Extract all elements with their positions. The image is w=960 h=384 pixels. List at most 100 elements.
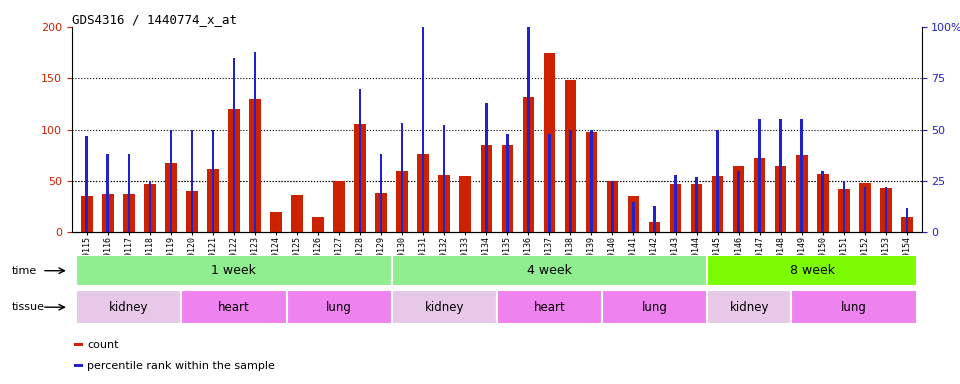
Bar bbox=[191, 129, 193, 232]
Bar bbox=[527, 27, 530, 232]
Bar bbox=[649, 222, 660, 232]
Bar bbox=[586, 132, 597, 232]
Bar bbox=[864, 187, 866, 232]
Text: 8 week: 8 week bbox=[790, 264, 835, 277]
Bar bbox=[76, 290, 181, 324]
Bar bbox=[253, 51, 256, 232]
Bar bbox=[691, 184, 703, 232]
Bar bbox=[207, 169, 219, 232]
Bar bbox=[75, 343, 84, 346]
Bar bbox=[392, 290, 496, 324]
Bar bbox=[607, 181, 618, 232]
Bar bbox=[128, 154, 130, 232]
Bar bbox=[732, 166, 744, 232]
Text: percentile rank within the sample: percentile rank within the sample bbox=[87, 361, 276, 371]
Bar bbox=[333, 181, 345, 232]
Bar bbox=[422, 27, 424, 232]
Bar bbox=[186, 191, 198, 232]
Bar bbox=[270, 212, 282, 232]
Bar bbox=[708, 290, 791, 324]
Text: heart: heart bbox=[218, 301, 250, 314]
Text: kidney: kidney bbox=[730, 301, 769, 314]
Bar bbox=[708, 255, 918, 286]
Bar bbox=[674, 175, 677, 232]
Bar bbox=[628, 196, 639, 232]
Bar bbox=[439, 175, 450, 232]
Bar bbox=[711, 176, 724, 232]
Bar bbox=[758, 119, 761, 232]
Bar bbox=[211, 129, 214, 232]
Bar bbox=[737, 170, 740, 232]
Bar bbox=[232, 58, 235, 232]
Bar bbox=[590, 129, 592, 232]
Text: time: time bbox=[12, 266, 36, 276]
Bar bbox=[548, 134, 551, 232]
Bar bbox=[569, 129, 571, 232]
Text: lung: lung bbox=[841, 301, 867, 314]
Bar bbox=[843, 181, 845, 232]
Bar bbox=[354, 124, 366, 232]
Bar bbox=[602, 290, 708, 324]
Bar bbox=[170, 129, 172, 232]
Text: tissue: tissue bbox=[12, 302, 44, 312]
Bar bbox=[670, 184, 682, 232]
Bar bbox=[481, 145, 492, 232]
Bar bbox=[149, 181, 151, 232]
Bar bbox=[312, 217, 324, 232]
Bar bbox=[791, 290, 918, 324]
Text: 4 week: 4 week bbox=[527, 264, 572, 277]
Bar bbox=[506, 134, 509, 232]
Bar bbox=[85, 136, 88, 232]
Bar bbox=[716, 129, 719, 232]
Bar bbox=[859, 183, 871, 232]
Bar bbox=[801, 119, 803, 232]
Bar bbox=[107, 154, 109, 232]
Bar bbox=[838, 189, 850, 232]
Text: heart: heart bbox=[534, 301, 565, 314]
Bar bbox=[460, 176, 471, 232]
Bar bbox=[695, 177, 698, 232]
Bar bbox=[796, 155, 807, 232]
Bar bbox=[81, 196, 92, 232]
Bar bbox=[564, 80, 576, 232]
Bar bbox=[901, 217, 913, 232]
Bar bbox=[633, 202, 635, 232]
Bar bbox=[228, 109, 240, 232]
Bar bbox=[497, 290, 602, 324]
Bar bbox=[884, 187, 887, 232]
Bar bbox=[443, 126, 445, 232]
Bar bbox=[780, 119, 782, 232]
Bar bbox=[123, 194, 134, 232]
Bar bbox=[359, 88, 361, 232]
Bar bbox=[291, 195, 302, 232]
Bar bbox=[522, 97, 534, 232]
Text: lung: lung bbox=[641, 301, 667, 314]
Bar bbox=[392, 255, 708, 286]
Bar bbox=[144, 184, 156, 232]
Bar bbox=[543, 53, 555, 232]
Bar bbox=[380, 154, 382, 232]
Bar bbox=[286, 290, 392, 324]
Bar bbox=[905, 208, 908, 232]
Bar bbox=[485, 103, 488, 232]
Bar bbox=[396, 170, 408, 232]
Text: count: count bbox=[87, 339, 119, 350]
Bar bbox=[401, 123, 403, 232]
Bar bbox=[612, 181, 613, 232]
Bar bbox=[880, 188, 892, 232]
Text: GDS4316 / 1440774_x_at: GDS4316 / 1440774_x_at bbox=[72, 13, 237, 26]
Bar bbox=[418, 154, 429, 232]
Bar bbox=[76, 255, 392, 286]
Bar bbox=[102, 194, 113, 232]
Text: 1 week: 1 week bbox=[211, 264, 256, 277]
Bar bbox=[754, 158, 765, 232]
Bar bbox=[181, 290, 286, 324]
Bar bbox=[75, 364, 84, 367]
Bar bbox=[775, 166, 786, 232]
Bar bbox=[250, 99, 261, 232]
Bar bbox=[817, 174, 828, 232]
Bar bbox=[375, 193, 387, 232]
Bar bbox=[822, 170, 824, 232]
Bar bbox=[165, 164, 177, 232]
Text: lung: lung bbox=[326, 301, 352, 314]
